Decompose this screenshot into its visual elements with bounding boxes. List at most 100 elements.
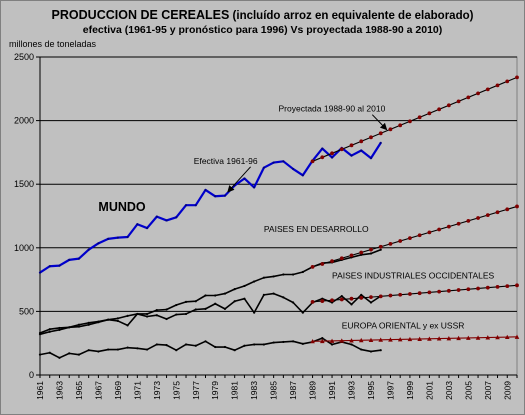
projection-marker — [476, 286, 480, 291]
projection-marker — [427, 111, 432, 116]
projection-marker — [466, 335, 471, 340]
projection-marker — [320, 338, 325, 344]
data-point — [204, 340, 207, 343]
projection-marker — [388, 293, 393, 298]
y-tick-label: 2000 — [14, 116, 34, 126]
projection-marker — [408, 292, 412, 296]
data-point — [184, 343, 188, 346]
projection-marker — [358, 337, 364, 343]
data-point — [155, 343, 158, 346]
projection-marker — [495, 334, 500, 340]
y-tick-label: 1500 — [14, 179, 34, 189]
data-point — [48, 351, 51, 354]
chart-title: PRODUCCION DE CEREALES (incluído arroz e… — [0, 8, 525, 22]
x-tick-label: 1965 — [74, 381, 84, 400]
data-point — [292, 273, 295, 276]
projection-marker — [437, 107, 442, 112]
data-point — [301, 342, 304, 345]
projection-marker — [349, 338, 354, 343]
projection-marker — [408, 236, 412, 241]
data-point — [68, 352, 71, 355]
projection-marker — [505, 207, 510, 212]
data-point — [87, 323, 90, 326]
data-point — [97, 350, 100, 353]
y-tick-label: 2500 — [14, 52, 34, 62]
data-point — [321, 297, 324, 300]
projection-marker — [378, 337, 384, 342]
data-point — [87, 349, 90, 352]
projection-marker — [349, 143, 354, 148]
projection-marker — [515, 75, 519, 80]
projection-line — [312, 284, 518, 303]
data-point — [223, 292, 227, 295]
projection-marker — [504, 334, 510, 340]
x-tick-label: 2009 — [502, 381, 512, 400]
projection-line — [312, 336, 518, 342]
data-point — [175, 313, 178, 316]
data-point — [262, 343, 265, 346]
projection-marker — [485, 335, 491, 340]
projection-marker — [456, 99, 461, 104]
projection-marker — [388, 337, 393, 342]
projection-marker — [456, 221, 461, 226]
series-line — [39, 337, 381, 359]
x-tick-label: 1995 — [366, 381, 376, 400]
data-point — [321, 147, 324, 150]
projection-marker — [466, 218, 471, 223]
projection-marker — [310, 299, 315, 304]
data-point — [77, 353, 81, 356]
data-point — [126, 314, 129, 317]
data-point — [165, 317, 168, 321]
projection-marker — [398, 239, 403, 243]
data-point — [350, 303, 353, 306]
projection-marker — [456, 288, 461, 292]
projection-marker — [417, 115, 422, 120]
x-tick-label: 1991 — [327, 381, 337, 400]
data-point — [360, 348, 363, 351]
data-point — [38, 271, 42, 274]
x-tick-label: 1983 — [249, 381, 259, 400]
data-point — [77, 325, 81, 328]
x-tick-label: 1999 — [405, 381, 415, 400]
data-point — [282, 296, 285, 299]
data-point — [233, 288, 236, 291]
data-point — [58, 264, 61, 267]
data-point — [350, 154, 353, 157]
projection-marker — [466, 287, 471, 292]
data-point — [116, 348, 119, 351]
x-tick-label: 1993 — [347, 381, 357, 400]
projection-marker — [476, 216, 480, 220]
data-point — [48, 330, 51, 333]
projection-marker — [330, 259, 334, 264]
x-tick-label: 1961 — [35, 381, 45, 400]
data-point — [301, 270, 304, 274]
data-point — [165, 219, 168, 222]
annotation-label: PAISES EN DESARROLLO — [264, 224, 369, 234]
projection-marker — [417, 336, 422, 341]
projection-marker — [515, 204, 519, 209]
projection-marker — [417, 291, 422, 296]
projection-marker — [369, 247, 373, 252]
data-point — [282, 340, 285, 344]
data-point — [48, 265, 51, 268]
projection-line — [312, 76, 518, 162]
projection-marker — [359, 250, 364, 255]
data-point — [253, 343, 256, 346]
chart-title-sub: (incluído arroz en equivalente de elabor… — [232, 10, 474, 22]
data-point — [145, 348, 149, 351]
data-point — [272, 161, 275, 164]
data-point — [243, 284, 246, 288]
projection-marker — [378, 244, 383, 249]
data-point — [155, 215, 158, 218]
x-tick-label: 1973 — [152, 381, 162, 400]
data-point — [360, 149, 363, 152]
chart-subtitle: efectiva (1961-95 y pronóstico para 1996… — [82, 24, 443, 36]
projection-marker — [359, 296, 364, 300]
projection-marker — [349, 253, 354, 258]
x-tick-label: 1977 — [191, 381, 201, 400]
x-tick-label: 1975 — [171, 381, 181, 400]
x-tick-label: 2007 — [483, 381, 493, 400]
x-tick-label: 1979 — [210, 381, 220, 400]
projection-marker — [378, 131, 383, 136]
